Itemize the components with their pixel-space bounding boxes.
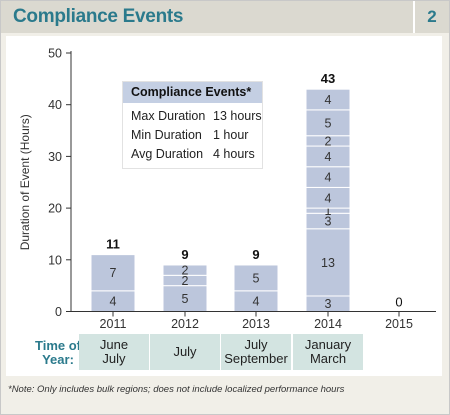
header-bar: Compliance Events 2 bbox=[1, 1, 449, 33]
segment-label: 4 bbox=[325, 171, 332, 185]
y-tick-label: 50 bbox=[48, 47, 62, 61]
segment-label: 2 bbox=[182, 274, 189, 288]
segment-label: 2 bbox=[182, 264, 189, 278]
segment-label: 2 bbox=[325, 134, 332, 148]
x-tick-label: 2014 bbox=[314, 317, 342, 331]
period-line: January bbox=[304, 337, 352, 352]
period-box: July September bbox=[221, 334, 291, 370]
x-tick-label: 2012 bbox=[171, 317, 199, 331]
period-line: September bbox=[224, 351, 288, 366]
y-tick-label: 0 bbox=[55, 305, 62, 319]
y-tick-label: 20 bbox=[48, 202, 62, 216]
period-box: June July bbox=[79, 334, 149, 370]
bar-segment bbox=[233, 264, 279, 292]
total-label: 9 bbox=[181, 247, 188, 262]
summary-box: Compliance Events* Max Duration 13 hours… bbox=[122, 81, 263, 169]
segment-label: 3 bbox=[325, 215, 332, 229]
total-label: 0 bbox=[395, 295, 402, 310]
summary-title: Compliance Events* bbox=[123, 82, 262, 103]
period-line: July bbox=[173, 344, 197, 359]
page-title: Compliance Events bbox=[13, 6, 184, 27]
summary-value: 4 hours bbox=[213, 147, 255, 161]
segment-label: 5 bbox=[253, 271, 260, 285]
bar-segment bbox=[305, 88, 351, 111]
segment-label: 4 bbox=[253, 295, 260, 309]
summary-label: Min Duration bbox=[131, 128, 202, 142]
total-label: 43 bbox=[321, 71, 335, 86]
period-box: January March bbox=[293, 334, 363, 370]
segment-label: 4 bbox=[110, 295, 117, 309]
period-box: July bbox=[150, 334, 220, 370]
time-of-year-label: Time of Year: bbox=[35, 338, 81, 367]
y-axis-title: Duration of Event (Hours) bbox=[18, 114, 32, 250]
segment-label: 5 bbox=[325, 116, 332, 130]
footnote: *Note: Only includes bulk regions; does … bbox=[8, 384, 345, 395]
y-tick-label: 10 bbox=[48, 253, 62, 267]
period-line: March bbox=[309, 351, 347, 366]
y-tick-label: 30 bbox=[48, 150, 62, 164]
period-line: June bbox=[99, 337, 129, 352]
x-tick-label: 2011 bbox=[100, 317, 127, 331]
bar-segment bbox=[90, 254, 136, 292]
segment-label: 5 bbox=[182, 292, 189, 306]
summary-value: 13 hours bbox=[213, 109, 262, 123]
segment-label: 13 bbox=[321, 256, 335, 270]
segment-label: 4 bbox=[325, 191, 332, 205]
summary-value: 1 hour bbox=[213, 128, 249, 142]
period-line: July bbox=[102, 351, 126, 366]
x-tick-label: 2015 bbox=[385, 317, 413, 331]
page-number: 2 bbox=[413, 1, 449, 33]
total-label: 11 bbox=[106, 237, 120, 252]
total-label: 9 bbox=[252, 247, 259, 262]
segment-label: 1 bbox=[325, 204, 332, 218]
segment-label: 4 bbox=[325, 150, 332, 164]
bar-segment bbox=[162, 264, 208, 276]
segment-label: 7 bbox=[110, 266, 117, 280]
segment-label: 3 bbox=[325, 297, 332, 311]
x-tick-label: 2013 bbox=[242, 317, 270, 331]
period-line: July bbox=[244, 337, 268, 352]
summary-label: Max Duration bbox=[131, 109, 206, 123]
segment-label: 4 bbox=[325, 93, 332, 107]
y-tick-label: 40 bbox=[48, 98, 62, 112]
summary-label: Avg Duration bbox=[131, 147, 204, 161]
